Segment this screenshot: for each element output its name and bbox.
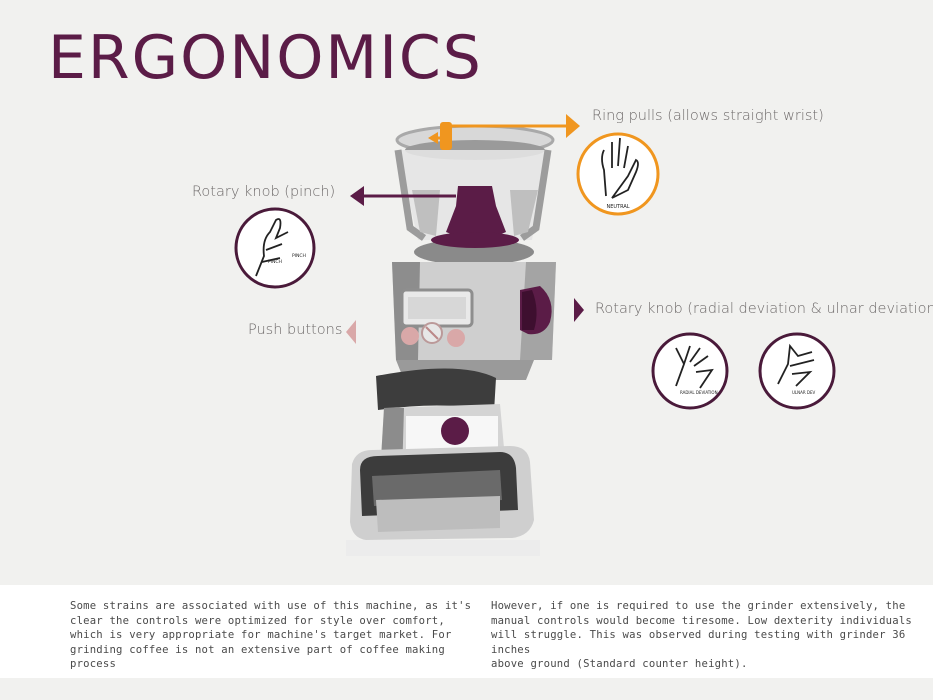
coffee-grinder [346,122,556,556]
radial-caption: RADIAL DEVIATION [680,390,718,395]
hand-radial-icon: RADIAL DEVIATION [651,332,729,410]
rotary-pinch-label: Rotary knob (pinch) [192,184,336,200]
rotary-deviation-marker [574,298,584,322]
arrow-left-icon [350,186,364,206]
hand-ulnar-icon: ULNAR DEV [758,332,836,410]
hand-pinch-icon: PINCH PINCH [234,207,316,289]
push-buttons-label: Push buttons [248,322,343,338]
push-buttons-marker [346,320,356,344]
ulnar-caption: ULNAR DEV [792,390,816,395]
paragraph-left: Some strains are associated with use of … [70,600,472,671]
description-panel: Some strains are associated with use of … [0,585,933,678]
rotary-deviation-label: Rotary knob (radial deviation & ulnar de… [595,301,933,317]
pinch-caption-right: PINCH [292,253,306,259]
page-title: ERGONOMICS [48,23,483,93]
ring-pulls-label: Ring pulls (allows straight wrist) [592,108,824,124]
ring-pulls-arrow [428,114,580,144]
hand-neutral-icon: NEUTRAL [576,132,660,216]
pinch-caption-left: PINCH [268,259,282,265]
arrow-right-icon [566,114,580,138]
paragraph-right: However, if one is required to use the g… [491,600,912,671]
neutral-caption: NEUTRAL [606,204,629,210]
rotary-pinch-arrow [350,186,456,206]
